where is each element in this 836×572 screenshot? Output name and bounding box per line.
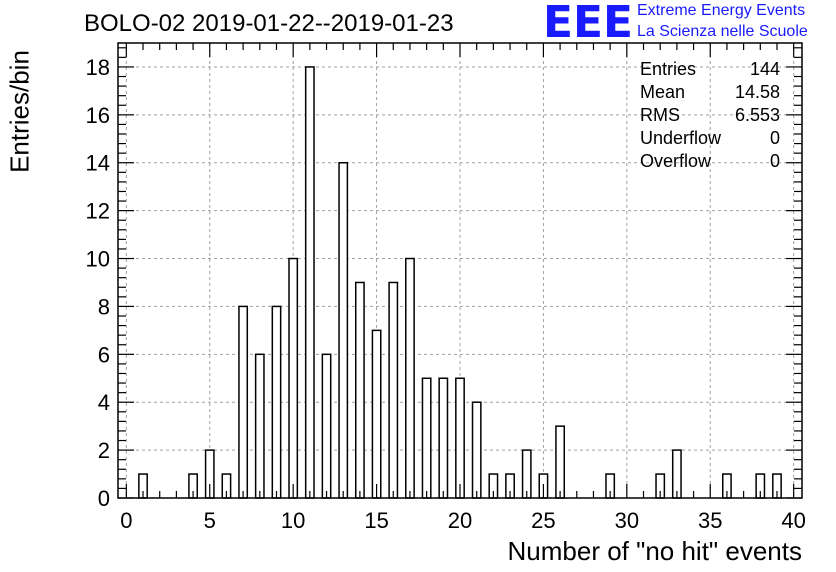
histogram-bar (521, 449, 532, 499)
histogram-bar (321, 353, 332, 499)
stats-value: 6.553 (734, 105, 780, 125)
histogram-bar (254, 353, 265, 499)
y-tick-label: 12 (86, 199, 110, 224)
histogram-bar (421, 377, 432, 499)
histogram-bar (338, 161, 349, 499)
histogram-bar (388, 281, 399, 499)
y-tick-label: 18 (86, 55, 110, 80)
x-axis-label: Number of "no hit" events (507, 536, 803, 566)
histogram-bar (405, 257, 415, 499)
x-tick-label: 20 (448, 508, 472, 533)
eee-logo-icon: EEE (543, 2, 633, 40)
y-tick-label: 0 (98, 486, 110, 511)
chart-title: BOLO-02 2019-01-22--2019-01-23 (84, 10, 454, 37)
x-tick-label: 40 (781, 508, 805, 533)
y-tick-label: 14 (86, 151, 110, 176)
histogram-bar (271, 305, 282, 499)
histogram-bar (238, 305, 249, 499)
stats-value: 144 (749, 59, 780, 79)
brand-line-2: La Scienza nelle Scuole (637, 23, 808, 40)
y-tick-label: 4 (98, 390, 110, 415)
histogram-bar (354, 281, 365, 499)
histogram-bar (471, 401, 482, 499)
axis-ticks (118, 43, 802, 499)
stats-value: 14.58 (734, 82, 780, 102)
x-tick-label: 5 (204, 508, 216, 533)
y-tick-label: 8 (98, 294, 110, 319)
stats-box: Entries 144 Mean 14.58 RMS 6.553 Underfl… (640, 58, 780, 173)
stats-row-overflow: Overflow 0 (640, 150, 780, 173)
histogram-bar (671, 449, 682, 499)
stats-label: Underflow (640, 128, 722, 148)
histogram-bar (288, 257, 299, 499)
stats-value: 0 (769, 128, 780, 148)
y-axis-label: Entries/bin (4, 50, 35, 173)
stats-label: Mean (640, 82, 686, 102)
svg-text:EEE: EEE (543, 2, 633, 40)
histogram-bars (138, 66, 782, 499)
x-tick-label: 30 (615, 508, 639, 533)
stats-row-mean: Mean 14.58 (640, 81, 780, 104)
stats-label: Entries (640, 59, 697, 79)
histogram-bar (455, 377, 465, 499)
stats-row-entries: Entries 144 (640, 58, 780, 81)
histogram-bar (555, 425, 566, 499)
x-tick-label: 25 (531, 508, 555, 533)
y-tick-label: 2 (98, 438, 110, 463)
brand-line-1: Extreme Energy Events (637, 2, 806, 19)
y-tick-label: 6 (98, 342, 110, 367)
x-tick-label: 15 (364, 508, 388, 533)
histogram-bar (438, 377, 449, 499)
axis-tick-labels: 0 5 10 15 20 25 30 35 40 0 2 4 6 8 10 12 14 16 18 (86, 55, 806, 533)
stats-row-underflow: Underflow 0 (640, 127, 780, 150)
y-tick-label: 10 (86, 247, 110, 272)
stats-label: RMS (640, 105, 680, 125)
stats-value: 0 (769, 151, 780, 171)
x-tick-label: 0 (120, 508, 132, 533)
x-tick-label: 10 (281, 508, 305, 533)
x-tick-label: 35 (698, 508, 722, 533)
stats-label: Overflow (640, 151, 712, 171)
histogram-bar (371, 329, 382, 499)
stats-row-rms: RMS 6.553 (640, 104, 780, 127)
histogram-bar (304, 66, 315, 499)
y-tick-label: 16 (86, 103, 110, 128)
